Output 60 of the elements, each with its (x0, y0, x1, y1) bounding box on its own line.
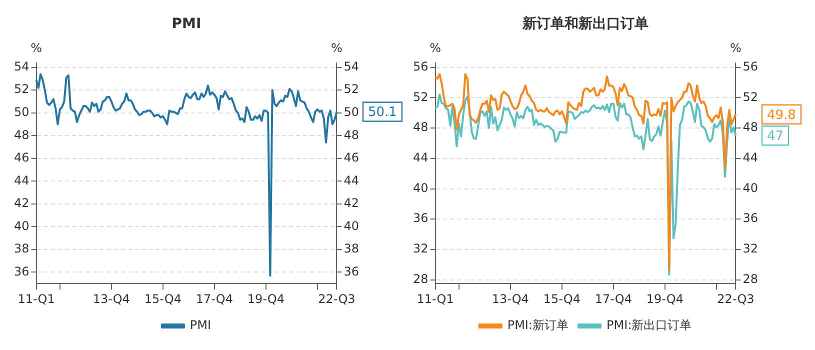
x-tick-label: 22-Q3 (717, 292, 754, 306)
annotation: 47 (767, 129, 784, 144)
y-tick-label: 28 (412, 272, 428, 286)
y-tick-label: 48 (412, 120, 428, 134)
y-tick-label: 44 (412, 150, 428, 165)
legend-label: PMI (190, 318, 212, 332)
y-tick-label: 50 (14, 105, 30, 120)
x-tick-label: 13-Q4 (92, 292, 130, 306)
y-tick-label: 54 (14, 59, 30, 74)
y-tick-label: 52 (14, 82, 30, 96)
y-tick-label: 40 (412, 180, 428, 195)
chart-title: 新订单和新出口订单 (522, 15, 648, 32)
x-tick-label: 19-Q4 (646, 292, 684, 306)
y2-axis-title: % (331, 40, 342, 55)
y2-tick-label: 54 (344, 59, 360, 74)
x-tick-label: 13-Q4 (492, 292, 529, 306)
y-tick-label: 32 (412, 242, 428, 256)
y-tick-label: 36 (412, 211, 428, 226)
y-tick-label: 36 (14, 264, 30, 278)
y-tick-label: 42 (14, 196, 30, 210)
y-axis-title: % (430, 40, 441, 55)
x-tick-label: 19-Q4 (247, 292, 284, 306)
y-tick-label: 38 (14, 242, 30, 256)
y2-tick-label: 28 (742, 272, 758, 286)
y2-tick-label: 52 (344, 82, 360, 96)
y2-tick-label: 44 (742, 150, 758, 165)
chart-title: PMI (172, 16, 202, 32)
y-tick-label: 48 (14, 128, 30, 142)
legend-label: PMI:新订单 (507, 318, 568, 332)
y2-tick-label: 44 (344, 173, 360, 188)
y2-tick-label: 32 (742, 242, 758, 256)
y-tick-label: 52 (412, 90, 428, 104)
y2-tick-label: 42 (344, 196, 360, 210)
y2-tick-label: 48 (742, 120, 758, 134)
x-tick-label: 11-Q1 (416, 292, 454, 306)
x-tick-label: 11-Q1 (18, 292, 55, 306)
x-tick-label: 17-Q4 (196, 292, 233, 306)
y2-tick-label: 48 (344, 128, 360, 142)
annotation: 50.1 (368, 105, 397, 120)
y-tick-label: 44 (14, 173, 30, 188)
y-tick-label: 56 (412, 59, 428, 74)
y-axis-title: % (30, 40, 42, 55)
y2-tick-label: 56 (742, 59, 758, 74)
y2-tick-label: 50 (344, 105, 360, 120)
annotation: 49.8 (767, 108, 796, 123)
x-tick-label: 22-Q3 (318, 292, 356, 306)
x-tick-label: 17-Q4 (594, 292, 632, 306)
x-tick-label: 15-Q4 (543, 292, 580, 306)
y2-tick-label: 40 (742, 180, 758, 195)
y2-axis-title: % (730, 40, 742, 55)
y2-tick-label: 36 (344, 264, 360, 278)
y-tick-label: 40 (14, 218, 30, 233)
y2-tick-label: 46 (344, 150, 360, 165)
y2-tick-label: 40 (344, 218, 360, 233)
y-tick-label: 46 (14, 150, 30, 165)
legend-label: PMI:新出口订单 (606, 318, 692, 332)
x-tick-label: 15-Q4 (144, 292, 182, 306)
y2-tick-label: 38 (344, 242, 360, 256)
y2-tick-label: 36 (742, 211, 758, 226)
y2-tick-label: 52 (742, 90, 758, 104)
